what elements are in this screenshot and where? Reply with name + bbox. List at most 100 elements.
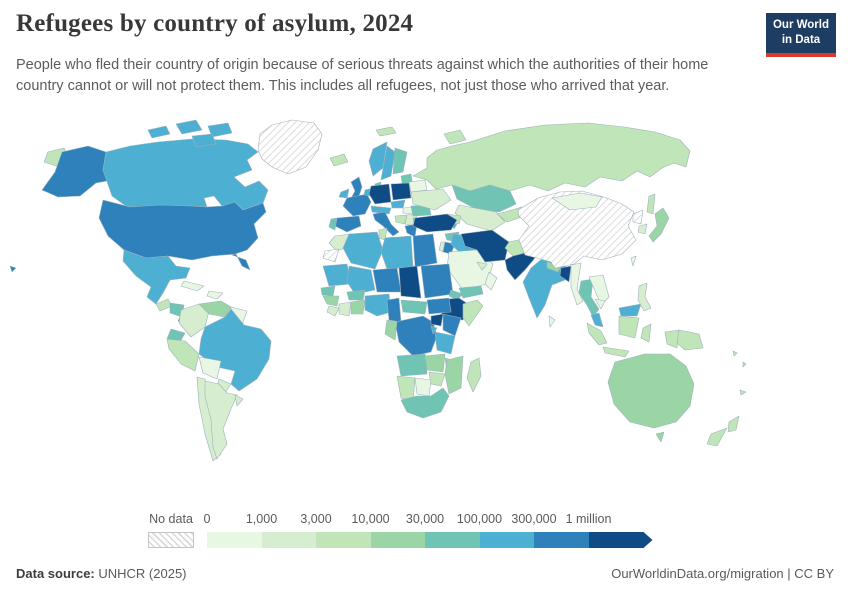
- country-ukraine[interactable]: [410, 188, 452, 211]
- country-dr-congo[interactable]: [394, 315, 438, 357]
- country-congo-gabon[interactable]: [384, 319, 398, 341]
- country-australia[interactable]: [607, 353, 695, 429]
- country-egypt[interactable]: [412, 233, 438, 268]
- country-nigeria[interactable]: [364, 293, 392, 317]
- country-canadian-arctic[interactable]: [175, 119, 203, 135]
- country-norway[interactable]: [368, 141, 388, 177]
- country-canada[interactable]: [102, 138, 269, 211]
- legend-bin-7[interactable]: [589, 532, 653, 548]
- legend-bin-5[interactable]: [479, 532, 534, 548]
- country-sweden[interactable]: [380, 145, 396, 181]
- country-yemen[interactable]: [458, 285, 484, 299]
- country-new-zealand-north[interactable]: [727, 415, 740, 433]
- legend-no-data-swatch[interactable]: [148, 532, 194, 548]
- country-north-korea[interactable]: [632, 209, 644, 225]
- country-taiwan[interactable]: [630, 255, 637, 267]
- country-mali[interactable]: [346, 265, 376, 295]
- country-bangladesh[interactable]: [559, 265, 572, 283]
- country-rwanda-burundi[interactable]: [430, 325, 438, 335]
- country-tanzania[interactable]: [434, 331, 456, 355]
- country-algeria[interactable]: [342, 231, 384, 270]
- country-cambodia[interactable]: [594, 298, 606, 310]
- country-west-papua[interactable]: [664, 329, 680, 349]
- country-sri-lanka[interactable]: [548, 315, 556, 328]
- country-chad[interactable]: [398, 265, 422, 299]
- legend-bin-1[interactable]: [261, 532, 316, 548]
- country-indonesia-sumatra[interactable]: [586, 322, 608, 346]
- country-western-sahara[interactable]: [322, 248, 340, 263]
- country-mongolia[interactable]: [551, 192, 603, 211]
- country-iran[interactable]: [460, 229, 510, 263]
- legend-bin-2[interactable]: [316, 532, 371, 548]
- country-japan[interactable]: [648, 207, 670, 243]
- country-somalia[interactable]: [462, 299, 484, 327]
- country-solomon-islands[interactable]: [732, 350, 738, 357]
- country-bolivia[interactable]: [198, 356, 222, 380]
- country-indonesia-java[interactable]: [602, 346, 630, 358]
- country-senegal[interactable]: [320, 285, 336, 297]
- country-cuba[interactable]: [180, 280, 205, 292]
- country-austria-switzerland[interactable]: [370, 205, 392, 215]
- country-portugal[interactable]: [328, 217, 338, 231]
- country-canadian-arctic[interactable]: [207, 122, 233, 138]
- country-canadian-arctic[interactable]: [191, 133, 217, 148]
- country-india[interactable]: [522, 257, 572, 319]
- country-cameroon[interactable]: [386, 297, 402, 323]
- country-czechia[interactable]: [390, 199, 406, 209]
- country-sakhalin[interactable]: [646, 193, 656, 215]
- legend-bin-0[interactable]: [207, 532, 262, 548]
- country-vanuatu[interactable]: [742, 361, 747, 368]
- country-new-zealand-south[interactable]: [706, 427, 728, 447]
- country-italy[interactable]: [372, 211, 400, 237]
- country-turkey[interactable]: [412, 213, 458, 233]
- country-papua-new-guinea[interactable]: [676, 329, 704, 351]
- country-guinea[interactable]: [322, 295, 340, 307]
- country-mauritania[interactable]: [322, 263, 352, 287]
- country-hawaii[interactable]: [9, 265, 17, 273]
- country-hispaniola[interactable]: [206, 290, 224, 300]
- country-germany[interactable]: [368, 183, 392, 205]
- country-ireland[interactable]: [338, 188, 350, 199]
- country-new-caledonia[interactable]: [739, 389, 747, 396]
- country-south-africa[interactable]: [400, 387, 450, 419]
- country-novaya-zemlya[interactable]: [443, 129, 467, 145]
- country-philippines[interactable]: [637, 282, 652, 312]
- country-uganda[interactable]: [430, 313, 444, 327]
- country-canadian-arctic[interactable]: [147, 125, 171, 139]
- country-south-korea[interactable]: [637, 223, 648, 235]
- country-south-sudan[interactable]: [426, 297, 452, 315]
- country-oman[interactable]: [484, 271, 498, 291]
- country-myanmar[interactable]: [570, 262, 584, 306]
- country-indonesia-borneo[interactable]: [618, 315, 640, 339]
- country-belarus[interactable]: [408, 179, 428, 193]
- country-iceland[interactable]: [329, 153, 349, 167]
- country-ghana[interactable]: [350, 299, 366, 315]
- country-china[interactable]: [517, 190, 637, 269]
- country-malaysia-borneo[interactable]: [618, 303, 642, 317]
- country-pakistan[interactable]: [504, 251, 536, 281]
- country-zimbabwe[interactable]: [428, 371, 446, 387]
- country-greenland[interactable]: [257, 119, 323, 175]
- country-finland[interactable]: [392, 147, 408, 175]
- country-peru[interactable]: [166, 338, 200, 372]
- legend-bin-3[interactable]: [370, 532, 425, 548]
- country-angola[interactable]: [396, 353, 428, 377]
- country-malaysia-peninsula[interactable]: [590, 312, 604, 328]
- legend-bin-6[interactable]: [534, 532, 589, 548]
- country-mozambique[interactable]: [444, 355, 464, 395]
- country-guatemala[interactable]: [155, 298, 173, 312]
- country-sierra-leone-liberia[interactable]: [326, 305, 340, 317]
- country-uruguay[interactable]: [234, 394, 244, 407]
- country-botswana[interactable]: [414, 377, 432, 397]
- country-ivory-coast[interactable]: [338, 301, 352, 317]
- country-central-african-republic[interactable]: [400, 299, 428, 315]
- country-sudan[interactable]: [420, 263, 454, 299]
- country-poland[interactable]: [390, 182, 412, 201]
- country-brazil[interactable]: [198, 308, 272, 392]
- legend-bin-4[interactable]: [425, 532, 480, 548]
- country-sulawesi[interactable]: [640, 323, 652, 343]
- country-kenya[interactable]: [442, 313, 462, 337]
- country-argentina[interactable]: [204, 380, 238, 460]
- country-libya[interactable]: [380, 235, 414, 270]
- country-spain[interactable]: [334, 215, 362, 233]
